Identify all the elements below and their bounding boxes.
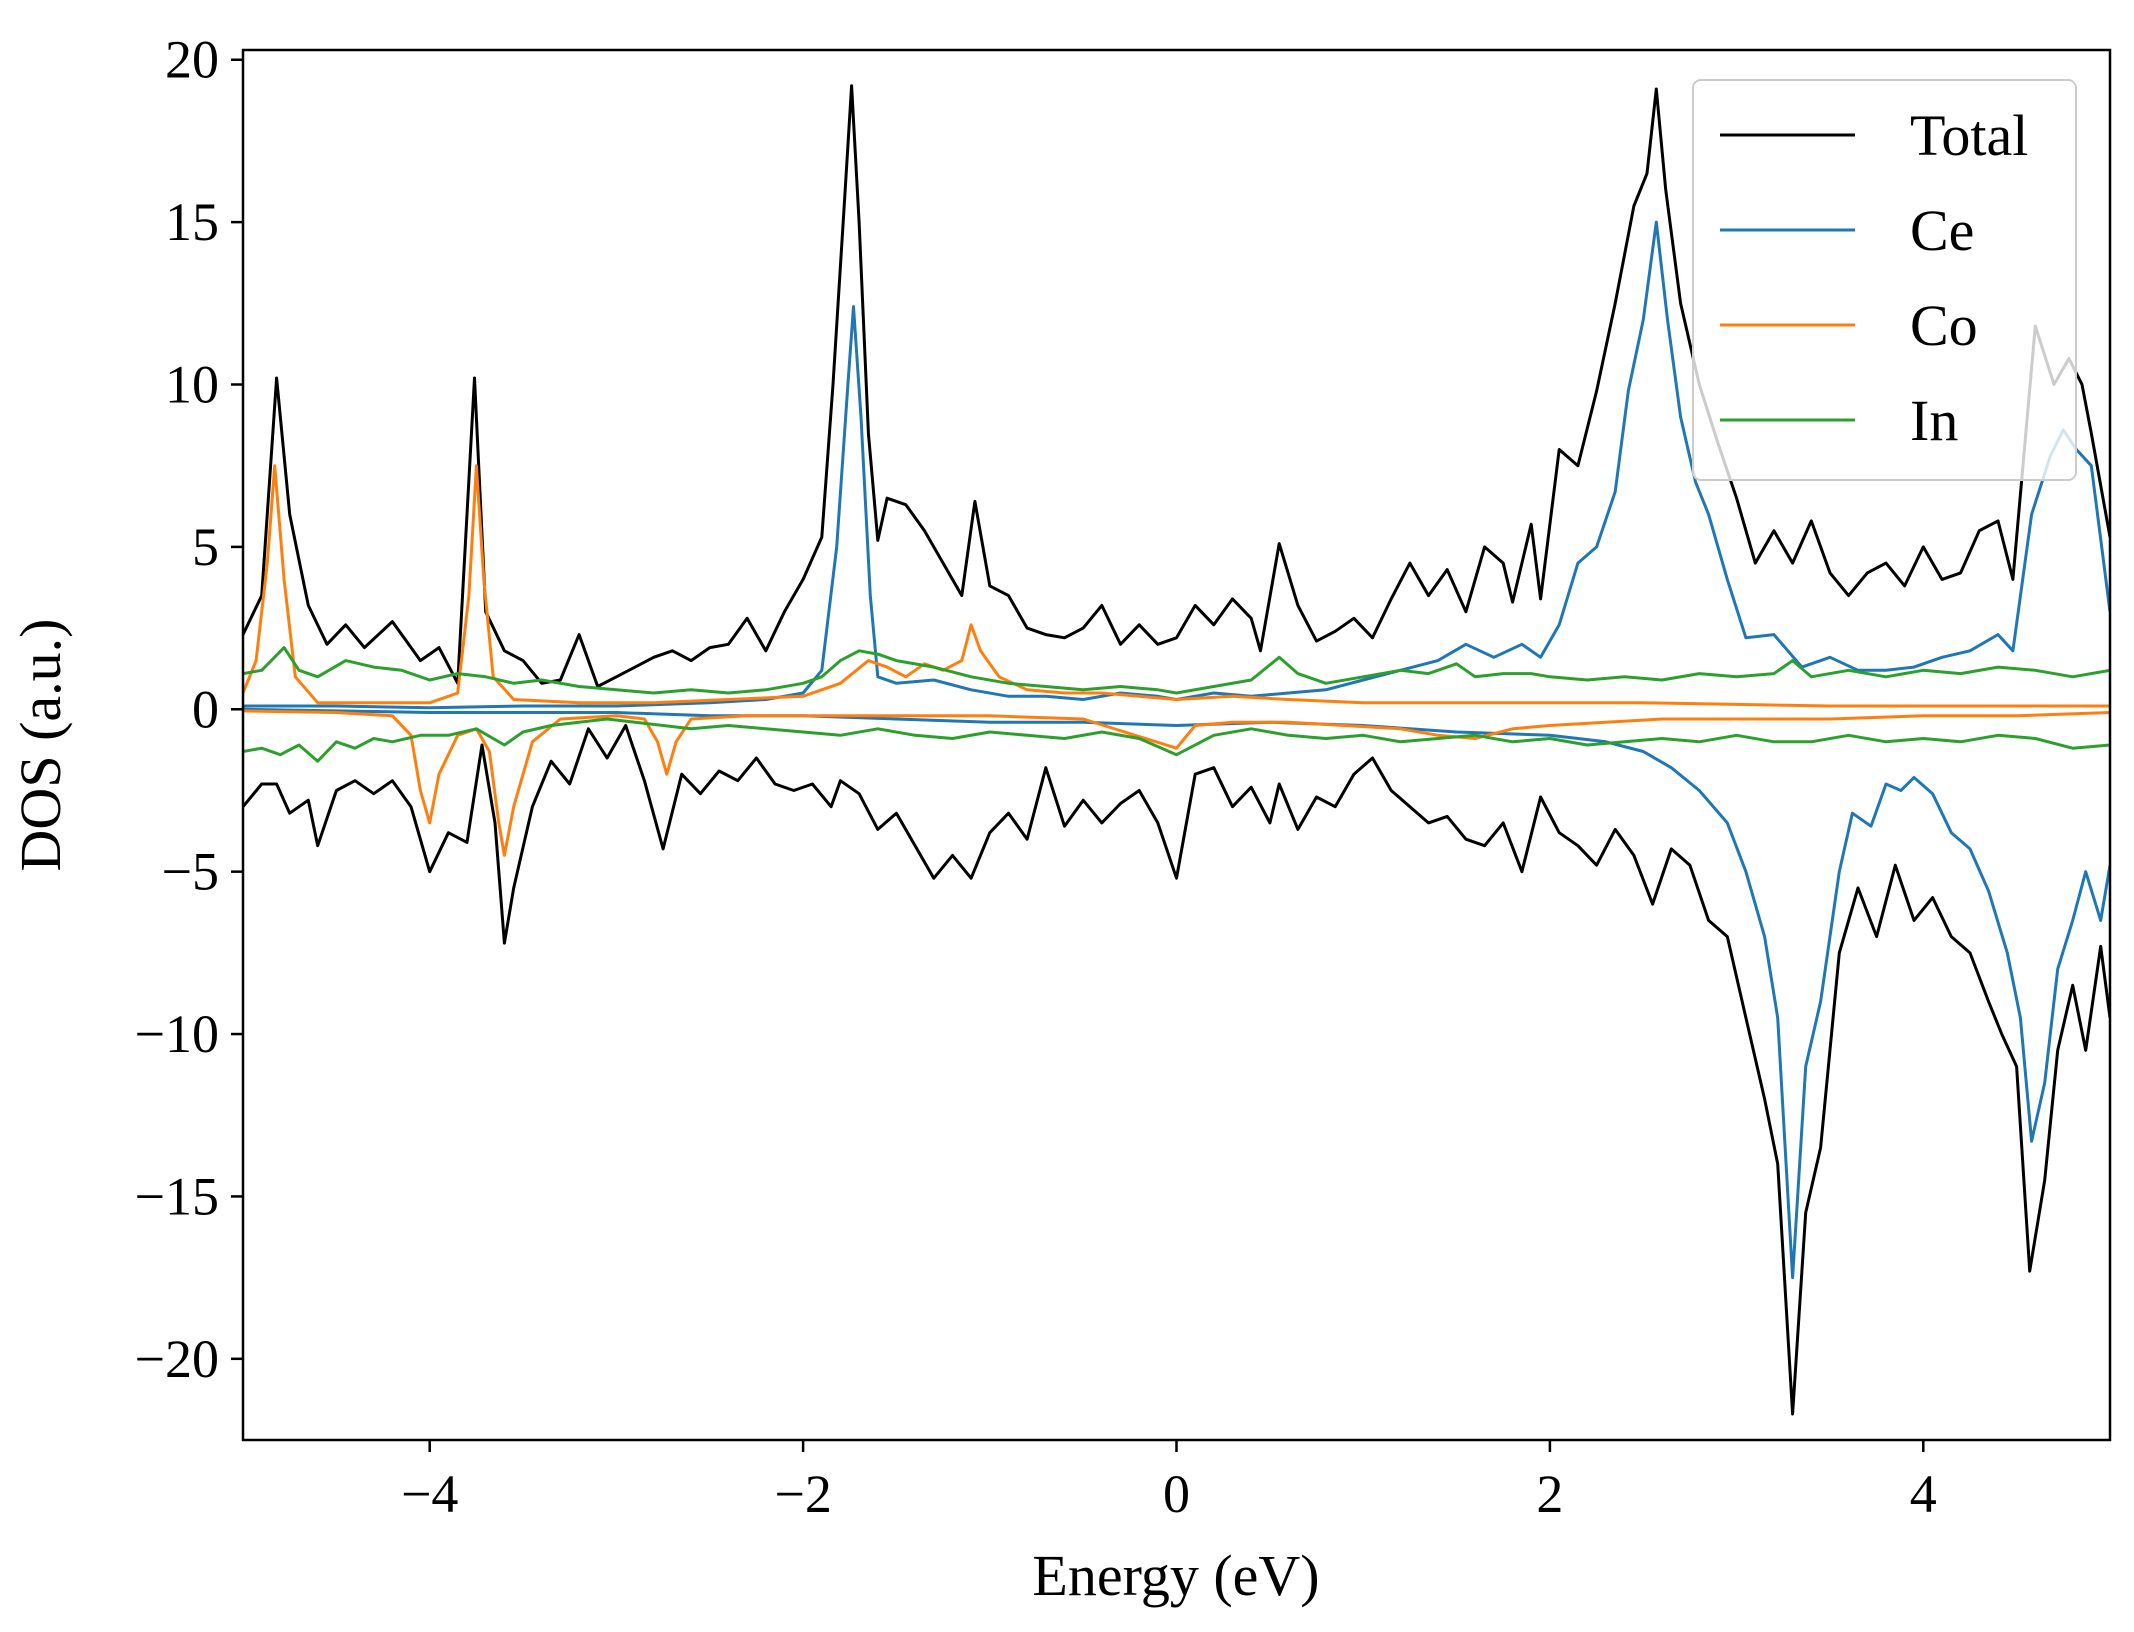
- series-ce-up-line: [243, 220, 2110, 710]
- x-tick-label: 0: [1163, 1464, 1190, 1524]
- series-total-up-line: [243, 84, 2110, 688]
- y-tick-label: 5: [192, 517, 219, 577]
- y-axis-label: DOS (a.u.): [8, 619, 73, 872]
- legend-label-total: Total: [1910, 103, 2028, 168]
- y-tick-label: −20: [135, 1329, 219, 1389]
- legend-label-ce: Ce: [1910, 198, 1974, 263]
- y-tick-label: 10: [165, 355, 219, 415]
- series-in-up-line: [243, 646, 2110, 695]
- series-layer: [243, 84, 2110, 1416]
- legend: Total Ce Co In: [1692, 79, 2077, 481]
- x-tick-label: −4: [401, 1464, 458, 1524]
- y-tick-label: −5: [162, 842, 219, 902]
- y-axis: 20 15 10 5 0 −5 −10 −15 −20: [135, 30, 243, 1389]
- y-tick-label: 0: [192, 679, 219, 739]
- series-ce-down-line: [243, 707, 2110, 1280]
- series-total-down-line: [243, 724, 2110, 1416]
- series-co-up-line: [243, 464, 2110, 708]
- x-axis-label: Energy (eV): [1032, 1543, 1319, 1608]
- series-in-down-line: [243, 717, 2110, 763]
- x-axis: −4 −2 0 2 4: [401, 1440, 1937, 1524]
- y-tick-label: −15: [135, 1166, 219, 1226]
- y-tick-label: 20: [165, 30, 219, 90]
- legend-box: [1692, 79, 2077, 481]
- legend-label-co: Co: [1910, 293, 1978, 358]
- x-tick-label: 4: [1910, 1464, 1937, 1524]
- x-tick-label: −2: [774, 1464, 831, 1524]
- legend-label-in: In: [1910, 388, 1958, 453]
- x-tick-label: 2: [1536, 1464, 1563, 1524]
- series-co-down-line: [243, 709, 2110, 857]
- y-tick-label: −10: [135, 1004, 219, 1064]
- y-tick-label: 15: [165, 192, 219, 252]
